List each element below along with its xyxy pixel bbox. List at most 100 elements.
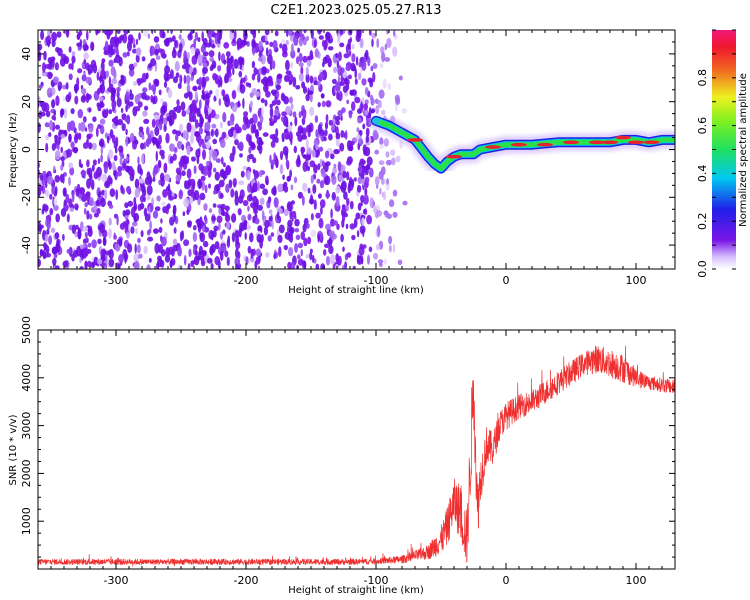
spectrogram-speckle-mark <box>390 157 396 166</box>
spectrogram-speckle-mark <box>204 121 211 132</box>
spectrogram-speckle-mark <box>303 260 307 269</box>
spectrogram-speckle-mark <box>87 242 92 248</box>
spectrogram-speckle-mark <box>217 30 223 37</box>
spectrogram-speckle-mark <box>286 201 293 212</box>
spectrogram-speckle-mark <box>306 147 312 155</box>
spectrogram-speckle-mark <box>88 142 93 150</box>
spectrogram-speckle-mark <box>264 79 268 86</box>
spectrogram-speckle-mark <box>298 73 304 82</box>
spectrogram-speckle-mark <box>243 114 246 124</box>
spectrogram-speckle-mark <box>253 209 258 214</box>
spectrogram-speckle-mark <box>163 39 170 44</box>
spectrogram-speckle-mark <box>320 206 323 215</box>
spectrogram-speckle-mark <box>47 39 50 48</box>
spectrogram-speckle-mark <box>242 97 245 109</box>
spectrogram-speckle-mark <box>317 124 323 135</box>
spectrogram-speckle-mark <box>38 122 41 133</box>
spectrogram-speckle-mark <box>263 84 269 93</box>
spectrogram-speckle-mark <box>62 96 66 102</box>
spectrogram-speckle-mark <box>336 91 340 100</box>
spectrogram-speckle-mark <box>265 47 269 57</box>
spectrogram-speckle-mark <box>401 108 408 114</box>
spectrogram-speckle-mark <box>313 139 319 145</box>
spectrogram-speckle-mark <box>325 100 332 108</box>
spectrogram-speckle-mark <box>242 77 246 84</box>
spectrogram-speckle-mark <box>179 74 183 85</box>
spectrogram-speckle-mark <box>174 40 178 48</box>
spectrogram-speckle-mark <box>77 228 82 240</box>
spectrogram-speckle-mark <box>96 258 103 265</box>
spectrogram-speckle-mark <box>162 189 168 198</box>
spectrogram-speckle-mark <box>302 182 308 192</box>
spectrogram-speckle-mark <box>191 156 196 162</box>
spectrogram-speckle-mark <box>335 52 339 59</box>
spectrogram-speckle-mark <box>362 144 367 155</box>
spectrogram-y-tick-label: 0 <box>20 146 33 153</box>
spectrogram-speckle-mark <box>167 88 173 99</box>
spectrogram-speckle-mark <box>119 79 125 85</box>
spectrogram-speckle-mark <box>204 105 207 116</box>
spectrogram-speckle-mark <box>39 111 46 117</box>
spectrogram-speckle-mark <box>194 131 201 138</box>
spectrogram-speckle-mark <box>237 208 242 216</box>
snr-y-tick-label: 1000 <box>20 507 33 535</box>
spectrogram-speckle-mark <box>183 254 187 266</box>
spectrogram-speckle-mark <box>189 196 194 204</box>
spectrogram-speckle-mark <box>99 96 104 102</box>
spectrogram-speckle-mark <box>144 213 151 222</box>
spectrogram-speckle-mark <box>211 43 216 49</box>
spectrogram-speckle-mark <box>134 243 137 254</box>
spectrogram-speckle-mark <box>52 257 57 266</box>
spectrogram-speckle-mark <box>229 101 235 108</box>
spectrogram-speckle-mark <box>111 118 118 123</box>
spectrogram-speckle-mark <box>72 250 79 258</box>
spectrogram-speckle-mark <box>297 242 304 249</box>
spectrogram-speckle-mark <box>343 191 348 200</box>
snr-x-tick-label: -300 <box>104 574 129 587</box>
spectrogram-speckle-mark <box>333 163 337 169</box>
spectrogram-speckle-mark <box>369 197 374 209</box>
spectrogram-speckle-mark <box>270 140 276 148</box>
spectrogram-speckle-mark <box>282 146 289 156</box>
spectrogram-speckle-mark <box>142 188 147 197</box>
spectrogram-speckle-mark <box>86 133 92 140</box>
spectrogram-speckle-mark <box>357 72 362 81</box>
spectrogram-speckle-mark <box>68 162 73 169</box>
spectrogram-speckle-mark <box>372 252 379 260</box>
spectrogram-speckle-mark <box>177 246 183 257</box>
snr-xlabel: Height of straight line (km) <box>288 585 424 596</box>
spectrogram-speckle-mark <box>247 213 252 221</box>
spectrogram-speckle-mark <box>77 109 84 119</box>
spectrogram-speckle-mark <box>246 170 251 181</box>
spectrogram-speckle-mark <box>71 55 76 64</box>
spectrogram-speckle-mark <box>118 238 123 247</box>
spectrogram-speckle-mark <box>250 188 254 194</box>
spectrogram-speckle-mark <box>291 217 294 222</box>
spectrogram-speckle-mark <box>284 120 289 128</box>
spectrogram-speckle-mark <box>205 160 210 166</box>
spectrogram-speckle-mark <box>224 250 229 258</box>
spectrogram-speckle-mark <box>98 76 104 82</box>
spectrogram-speckle-mark <box>42 204 49 212</box>
spectrogram-speckle-mark <box>219 121 223 129</box>
spectrogram-speckle-mark <box>317 193 322 199</box>
spectrogram-speckle-mark <box>269 103 273 109</box>
spectrogram-speckle-mark <box>278 224 285 234</box>
spectrogram-speckle-mark <box>333 149 339 155</box>
spectrogram-speckle-mark <box>103 165 108 174</box>
spectrogram-speckle-mark <box>378 89 385 99</box>
spectrogram-speckle-mark <box>344 261 347 269</box>
spectrogram-speckle-mark <box>143 245 148 255</box>
spectrogram-speckle-mark <box>204 76 210 82</box>
spectrogram-speckle-mark <box>368 30 372 36</box>
spectrogram-speckle-mark <box>356 184 362 193</box>
spectrogram-speckle-mark <box>379 144 384 149</box>
spectrogram-speckle-mark <box>320 93 325 99</box>
spectrogram-speckle-mark <box>126 156 129 162</box>
spectrogram-speckle-mark <box>83 52 89 60</box>
spectrogram-speckle-mark <box>51 246 58 255</box>
spectrogram-speckle-mark <box>257 181 260 191</box>
spectrogram-speckle-mark <box>225 183 230 193</box>
spectrogram-speckle-mark <box>335 138 340 147</box>
spectrogram-speckle-mark <box>153 36 160 43</box>
